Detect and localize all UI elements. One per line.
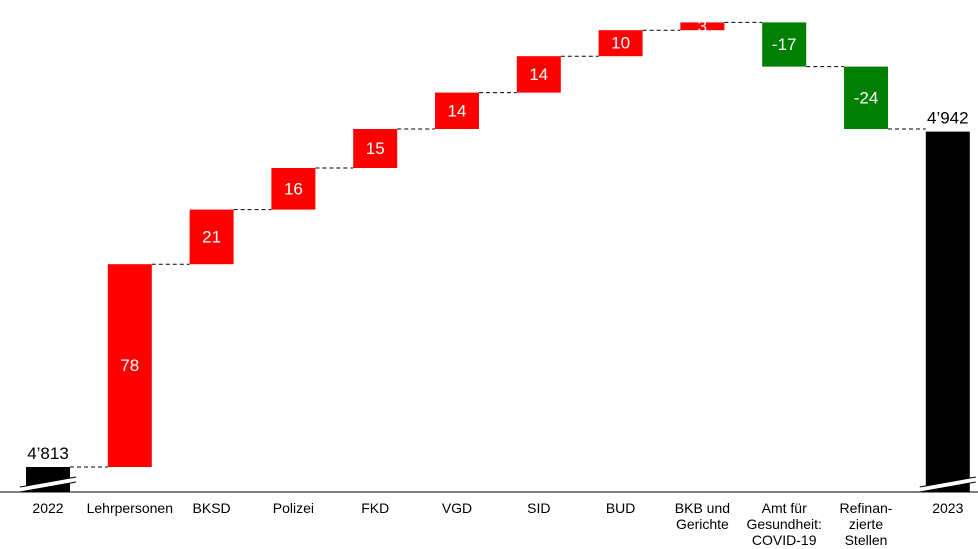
value-label-3: 16 <box>284 179 303 198</box>
category-label-10-line-1: zierte <box>849 516 883 532</box>
value-labels: 4’813 78 21 16 15 14 14 10 3 -17 -24 4’942 <box>27 17 968 463</box>
category-label-10-line-2: Stellen <box>845 532 888 548</box>
axis-break-line-b-0 <box>19 481 77 493</box>
axis-breaks <box>19 476 976 493</box>
bar-4 <box>353 129 398 168</box>
category-label-9: Amt für Gesundheit: COVID-19 <box>746 500 822 548</box>
category-label-5-line-0: VGD <box>442 500 472 516</box>
bar-9 <box>762 22 807 67</box>
value-label-9: -17 <box>772 35 797 54</box>
category-label-9-line-0: Amt für <box>762 500 807 516</box>
value-label-10: -24 <box>854 88 879 107</box>
value-label-2: 21 <box>202 227 221 246</box>
category-label-10: Refinan-zierte Stellen <box>840 500 893 548</box>
category-label-5: VGD <box>442 500 472 516</box>
category-label-8-line-0: BKB und <box>675 500 730 516</box>
value-label-11: 4’942 <box>927 109 969 128</box>
category-label-4-line-0: FKD <box>361 500 389 516</box>
bars <box>26 22 970 492</box>
category-label-2-line-0: BKSD <box>193 500 231 516</box>
category-label-4: FKD <box>361 500 389 516</box>
category-label-0: 2022 <box>32 500 63 516</box>
category-label-6-line-0: SID <box>527 500 550 516</box>
bar-6 <box>516 56 561 93</box>
x-axis-categories: 2022 Lehrpersonen BKSD Polizei FKD VGD SID BUD B… <box>32 500 963 548</box>
category-label-3: Polizei <box>273 500 314 516</box>
category-label-7-line-0: BUD <box>606 500 636 516</box>
value-label-6: 14 <box>529 65 548 84</box>
axis-break-line-11 <box>919 476 976 488</box>
category-label-9-line-1: Gesundheit: <box>746 516 822 532</box>
bar-5 <box>435 92 479 129</box>
category-label-10-line-0: Refinan- <box>840 500 893 516</box>
category-label-1-line-0: Lehrpersonen <box>87 500 173 516</box>
category-label-9-line-2: COVID-19 <box>752 532 817 548</box>
value-label-8: 3 <box>698 17 707 36</box>
axis-break-line-b-11 <box>919 481 976 493</box>
bar-2 <box>189 209 234 265</box>
value-label-4: 15 <box>366 139 385 158</box>
value-label-7: 10 <box>611 34 630 53</box>
axis-break-line-0 <box>19 476 77 488</box>
bar-8 <box>680 22 725 31</box>
category-label-2: BKSD <box>193 500 231 516</box>
bar-1 <box>107 264 152 467</box>
value-label-5: 14 <box>448 101 467 120</box>
bar-10 <box>844 66 888 129</box>
axis-break-gap-0 <box>22 477 74 492</box>
category-label-8-line-1: Gerichte <box>676 516 729 532</box>
category-label-11: 2023 <box>932 500 963 516</box>
bar-3 <box>271 168 316 210</box>
category-label-6: SID <box>527 500 550 516</box>
value-label-0: 4’813 <box>27 444 69 463</box>
bar-11 <box>925 131 970 492</box>
connector-lines <box>70 21 926 468</box>
category-label-3-line-0: Polizei <box>273 500 314 516</box>
category-label-1: Lehrpersonen <box>87 500 173 516</box>
bar-7 <box>598 30 643 57</box>
category-label-7: BUD <box>606 500 636 516</box>
axis-break-gap-11 <box>921 477 974 492</box>
category-label-8: BKB und Gerichte <box>675 500 730 532</box>
category-label-0-line-0: 2022 <box>32 500 63 516</box>
value-label-1: 78 <box>120 356 139 375</box>
category-label-11-line-0: 2023 <box>932 500 963 516</box>
